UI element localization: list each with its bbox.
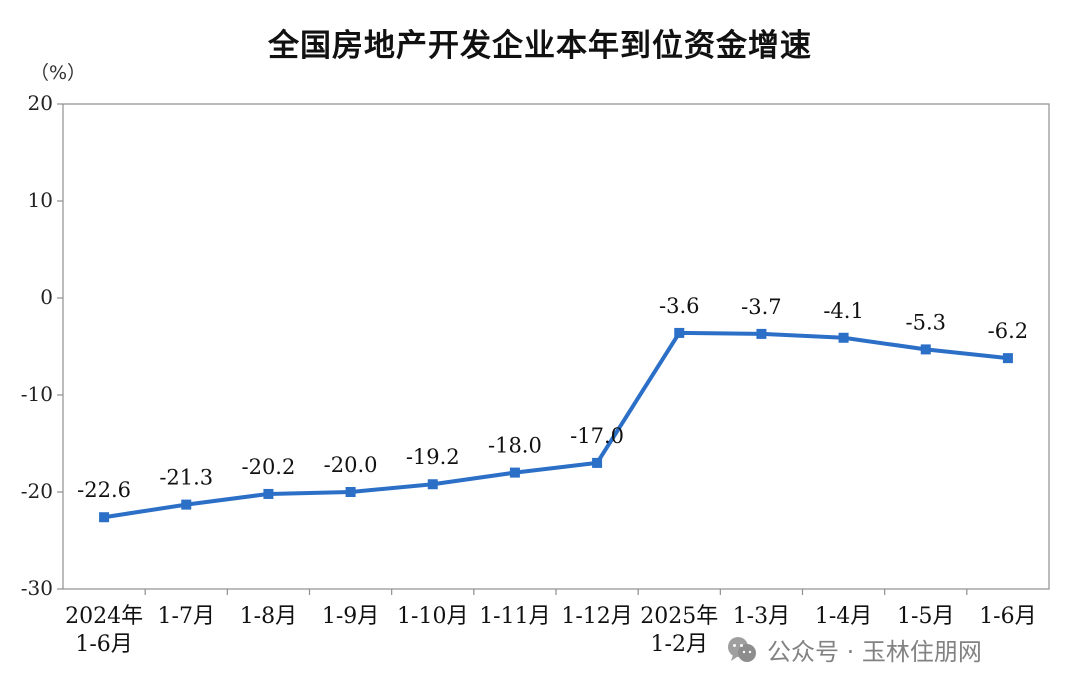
x-tick-label: 2025年 <box>640 604 718 629</box>
data-point <box>181 499 192 510</box>
y-tick-label: 10 <box>28 188 53 212</box>
data-label: -3.6 <box>659 294 700 318</box>
series-line <box>102 330 1010 520</box>
x-tick-label: 1-10月 <box>397 604 468 629</box>
x-tick-label: 1-5月 <box>897 604 954 629</box>
watermark: 公众号 · 玉林住朋网 <box>725 632 982 667</box>
watermark-text: 公众号 · 玉林住朋网 <box>767 638 982 666</box>
data-label: -6.2 <box>988 319 1029 343</box>
data-point <box>592 457 603 468</box>
data-label: -17.0 <box>570 424 624 448</box>
x-tick-label: 1-9月 <box>322 604 379 629</box>
y-tick-label: 20 <box>28 91 53 115</box>
data-point <box>99 512 110 523</box>
x-tick-label: 2024年 <box>65 604 143 629</box>
x-tick-label: 1-3月 <box>733 604 790 629</box>
y-tick-label: -30 <box>21 576 53 600</box>
data-label: -20.2 <box>241 455 295 479</box>
y-tick-label: 0 <box>40 285 53 309</box>
x-tick-label: 1-4月 <box>815 604 872 629</box>
y-tick-label: -20 <box>21 479 53 503</box>
data-label: -20.0 <box>324 453 378 477</box>
x-tick-label: 1-2月 <box>651 632 708 657</box>
plot-layer: 20 10 0 -10 -20 -30 2024年 1-6月 1-7月 1-8月 1-9月 1-10月… <box>21 91 1050 657</box>
y-tick-label: -10 <box>21 382 53 406</box>
data-label: -22.6 <box>77 478 131 502</box>
x-tick-label: 1-6月 <box>75 632 132 657</box>
data-label: -21.3 <box>159 466 213 490</box>
data-label: -3.7 <box>741 295 782 319</box>
data-point <box>920 344 931 355</box>
data-label: -4.1 <box>823 299 864 323</box>
data-point <box>674 327 685 338</box>
y-axis-unit-label: （%） <box>30 62 87 84</box>
wechat-icon <box>725 633 759 667</box>
chart-title: 全国房地产开发企业本年到位资金增速 <box>268 28 812 64</box>
data-label: -18.0 <box>488 434 542 458</box>
x-tick-label: 1-8月 <box>240 604 297 629</box>
x-tick-label: 1-12月 <box>561 604 632 629</box>
data-label: -5.3 <box>906 310 947 334</box>
x-tick-label: 1-7月 <box>158 604 215 629</box>
data-label: -19.2 <box>406 445 460 469</box>
data-point <box>756 328 767 339</box>
data-point <box>1002 353 1013 364</box>
x-tick-label: 1-11月 <box>479 604 550 629</box>
data-point <box>427 479 438 490</box>
x-tick-label: 1-6月 <box>979 604 1036 629</box>
data-point <box>263 488 274 499</box>
data-point <box>838 332 849 343</box>
data-point <box>345 487 356 497</box>
data-point <box>509 467 520 478</box>
